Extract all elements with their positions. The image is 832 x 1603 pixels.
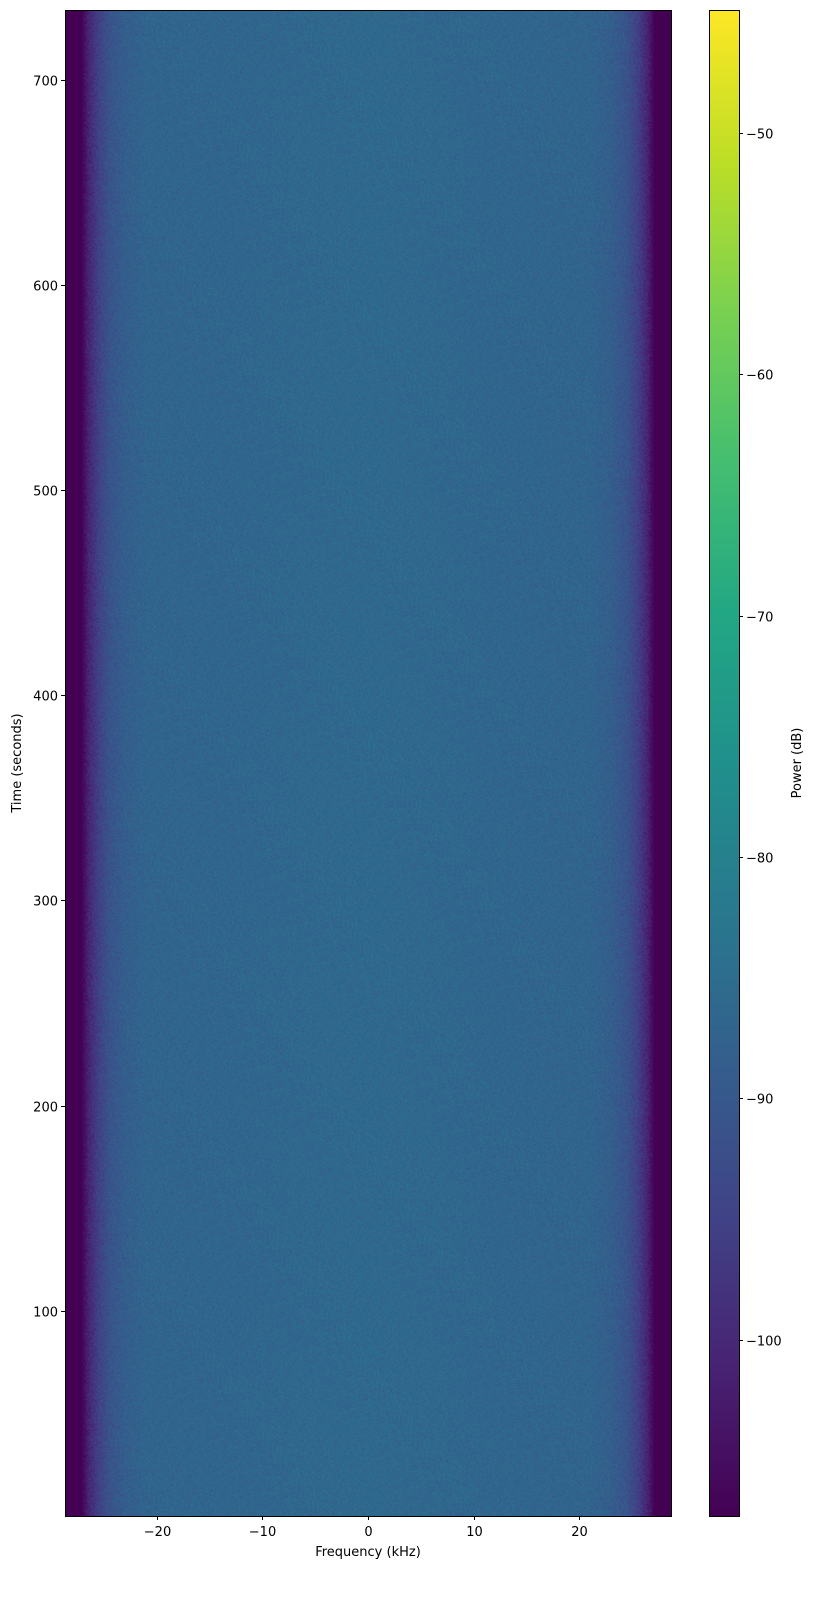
colorbar-tick-label: −90 [746, 1093, 773, 1108]
colorbar-tick-label: −70 [746, 611, 773, 626]
y-tick-label: 400 [33, 690, 58, 705]
x-tick-label: −20 [144, 1525, 171, 1540]
colorbar-gradient [709, 10, 739, 1516]
y-axis-label: Time (seconds) [10, 713, 25, 813]
colorbar-tick-label: −60 [746, 369, 773, 384]
x-tick-label: −10 [249, 1525, 276, 1540]
y-tick-label: 600 [33, 280, 58, 295]
colorbar-tick-label: −80 [746, 852, 773, 867]
x-tick-label: 20 [571, 1525, 588, 1540]
x-tick-label: 10 [466, 1525, 483, 1540]
colorbar-tick-label: −100 [746, 1335, 782, 1350]
spectrogram-heatmap [65, 10, 671, 1516]
y-tick-label: 500 [33, 485, 58, 500]
x-axis-ticks: −20 −10 0 10 20 [144, 1516, 588, 1540]
y-tick-label: 100 [33, 1306, 58, 1321]
y-axis-ticks: 100 200 300 400 500 600 700 [33, 75, 65, 1321]
y-tick-label: 700 [33, 75, 58, 90]
y-tick-label: 200 [33, 1101, 58, 1116]
y-tick-label: 300 [33, 895, 58, 910]
colorbar-ticks: −100 −90 −80 −70 −60 −50 [739, 128, 782, 1350]
plot-frame [65, 10, 672, 1517]
colorbar-label: Power (dB) [790, 728, 805, 799]
x-tick-label: 0 [364, 1525, 372, 1540]
colorbar-frame [709, 10, 740, 1517]
x-axis-label: Frequency (kHz) [315, 1545, 421, 1560]
colorbar-tick-label: −50 [746, 128, 773, 143]
